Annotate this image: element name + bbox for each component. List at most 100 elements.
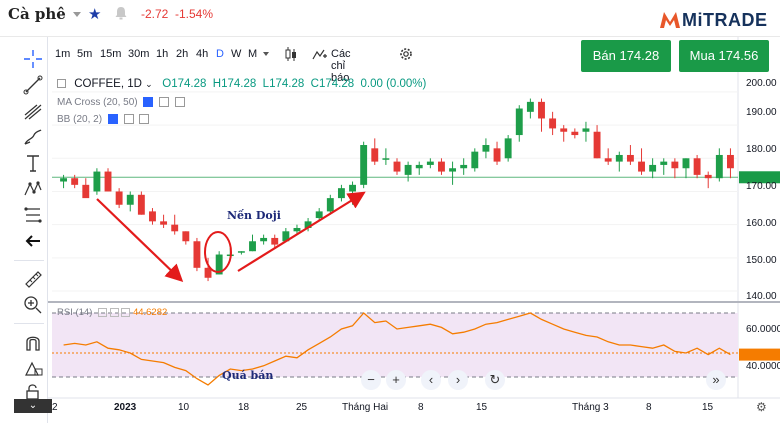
- ruler-icon[interactable]: [22, 268, 44, 290]
- timeframe-d[interactable]: D: [216, 48, 224, 60]
- close-icon[interactable]: [174, 97, 185, 108]
- x-axis-label: 15: [702, 402, 714, 413]
- candle-body: [560, 128, 568, 132]
- y-axis-label: 180.00: [746, 144, 777, 155]
- buy-button[interactable]: Mua 174.56: [679, 40, 769, 72]
- candle-body: [671, 161, 679, 169]
- timeframe-30m[interactable]: 30m: [128, 48, 150, 60]
- timeframe-w[interactable]: W: [231, 48, 242, 60]
- lock-drawings-icon[interactable]: [22, 357, 44, 379]
- candle-body: [415, 164, 423, 169]
- eye-icon[interactable]: [107, 114, 118, 125]
- legend-symbol: COFFEE, 1D: [74, 78, 142, 90]
- scroll-to-latest-button[interactable]: »: [706, 370, 726, 390]
- timeframe-dropdown-icon[interactable]: [263, 52, 269, 56]
- timeframe-1m[interactable]: 1m: [55, 48, 71, 60]
- x-axis-label: 18: [238, 402, 250, 413]
- candle-body: [515, 108, 523, 136]
- collapse-toolbar-chevron-down-icon[interactable]: ⌄: [14, 399, 52, 413]
- chart-settings-gear-icon[interactable]: ⚙: [756, 400, 767, 414]
- candle-body: [82, 184, 90, 199]
- settings-icon[interactable]: [123, 114, 134, 125]
- favorite-star-icon[interactable]: ★: [88, 6, 102, 23]
- downtrend-arrow: [96, 198, 184, 283]
- legend-symbol-dropdown-icon[interactable]: ⌄: [145, 79, 153, 89]
- text-tool-icon[interactable]: [22, 152, 44, 174]
- zoom-out-button[interactable]: −: [361, 370, 381, 390]
- scroll-left-button[interactable]: ‹: [421, 370, 441, 390]
- candle-body: [449, 168, 457, 172]
- eye-icon[interactable]: [98, 307, 108, 317]
- timeframe-1h[interactable]: 1h: [156, 48, 169, 60]
- settings-gear-icon[interactable]: [398, 46, 414, 62]
- y-axis-label: 170.00: [746, 181, 777, 192]
- magnet-icon[interactable]: [22, 331, 44, 353]
- candle-body: [337, 188, 345, 199]
- close-icon[interactable]: [121, 307, 131, 317]
- candle-body: [582, 128, 590, 132]
- candle-type-icon[interactable]: [284, 46, 298, 62]
- candle-body: [115, 191, 123, 205]
- instrument-dropdown-icon[interactable]: [73, 12, 81, 17]
- indicators-icon[interactable]: [312, 47, 328, 61]
- pattern-icon[interactable]: [22, 178, 44, 200]
- bell-icon[interactable]: [114, 6, 128, 20]
- candle-body: [271, 237, 279, 245]
- timeframe-4h[interactable]: 4h: [196, 48, 209, 60]
- timeframe-2h[interactable]: 2h: [176, 48, 189, 60]
- rsi-axis-label: 60.0000: [746, 324, 780, 335]
- candle-body: [549, 118, 557, 129]
- candle-body: [249, 241, 256, 252]
- timeframe-m[interactable]: M: [248, 48, 258, 60]
- candle-body: [526, 101, 534, 112]
- scroll-right-button[interactable]: ›: [448, 370, 468, 390]
- zoom-in-icon[interactable]: [22, 294, 44, 316]
- x-axis-label: 25: [296, 402, 308, 413]
- brush-icon[interactable]: [22, 126, 44, 148]
- candle-body: [693, 158, 701, 175]
- indicators-button[interactable]: Các chỉ báo: [331, 48, 351, 84]
- zoom-in-button[interactable]: +: [386, 370, 406, 390]
- last-price-tag: [739, 171, 780, 184]
- candle-body: [682, 158, 690, 169]
- candle-body: [593, 131, 601, 159]
- candle-body: [704, 174, 712, 179]
- y-axis-label: 140.00: [746, 291, 777, 302]
- settings-icon[interactable]: [109, 307, 119, 317]
- fib-retracement-icon[interactable]: [22, 204, 44, 226]
- ma-cross-label: MA Cross (20, 50): [57, 97, 138, 108]
- candle-body: [126, 194, 134, 205]
- candle-body: [60, 178, 68, 182]
- candle-body: [660, 161, 668, 165]
- x-axis-label: 8: [646, 402, 652, 413]
- candle-body: [371, 148, 379, 162]
- ohlc-legend: COFFEE, 1D ⌄ O174.28 H174.28 L174.28 C17…: [57, 78, 426, 90]
- rsi-legend: RSI (14) 44.6282: [57, 307, 167, 318]
- settings-icon[interactable]: [159, 97, 170, 108]
- y-axis-label: 190.00: [746, 107, 777, 118]
- reset-chart-button[interactable]: ↻: [485, 370, 505, 390]
- rsi-value: 44.6282: [132, 307, 168, 318]
- crosshair-icon[interactable]: [22, 48, 44, 70]
- instrument-title: Cà phê: [8, 5, 66, 23]
- indicator-ma-cross: MA Cross (20, 50): [57, 97, 185, 108]
- pitchfork-icon[interactable]: [22, 100, 44, 122]
- legend-close: C174.28: [310, 78, 355, 90]
- candle-body: [638, 161, 645, 172]
- rsi-axis-label: 40.0000: [746, 361, 780, 372]
- eye-icon[interactable]: [143, 97, 154, 108]
- trend-line-icon[interactable]: [22, 74, 44, 96]
- sell-button[interactable]: Bán 174.28: [581, 40, 671, 72]
- candle-body: [404, 164, 412, 175]
- legend-collapse-icon[interactable]: [57, 79, 66, 89]
- timeframe-15m[interactable]: 15m: [100, 48, 122, 60]
- timeframe-5m[interactable]: 5m: [77, 48, 93, 60]
- price-change-percent: -1.54%: [175, 7, 214, 21]
- close-icon[interactable]: [139, 114, 150, 125]
- doji-annotation: Nến Doji: [227, 209, 281, 222]
- back-arrow-icon[interactable]: [22, 230, 44, 252]
- candle-body: [715, 154, 723, 179]
- candle-body: [304, 221, 312, 228]
- candle-body: [360, 145, 368, 185]
